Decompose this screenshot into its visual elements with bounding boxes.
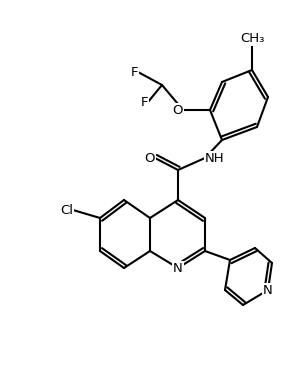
Text: F: F (130, 66, 138, 79)
Text: NH: NH (205, 151, 224, 164)
Text: O: O (173, 104, 183, 116)
Text: Cl: Cl (60, 204, 73, 217)
Text: CH₃: CH₃ (240, 32, 264, 45)
Text: O: O (145, 151, 155, 164)
Text: F: F (140, 95, 148, 108)
Text: N: N (173, 262, 183, 275)
Text: N: N (263, 283, 273, 296)
